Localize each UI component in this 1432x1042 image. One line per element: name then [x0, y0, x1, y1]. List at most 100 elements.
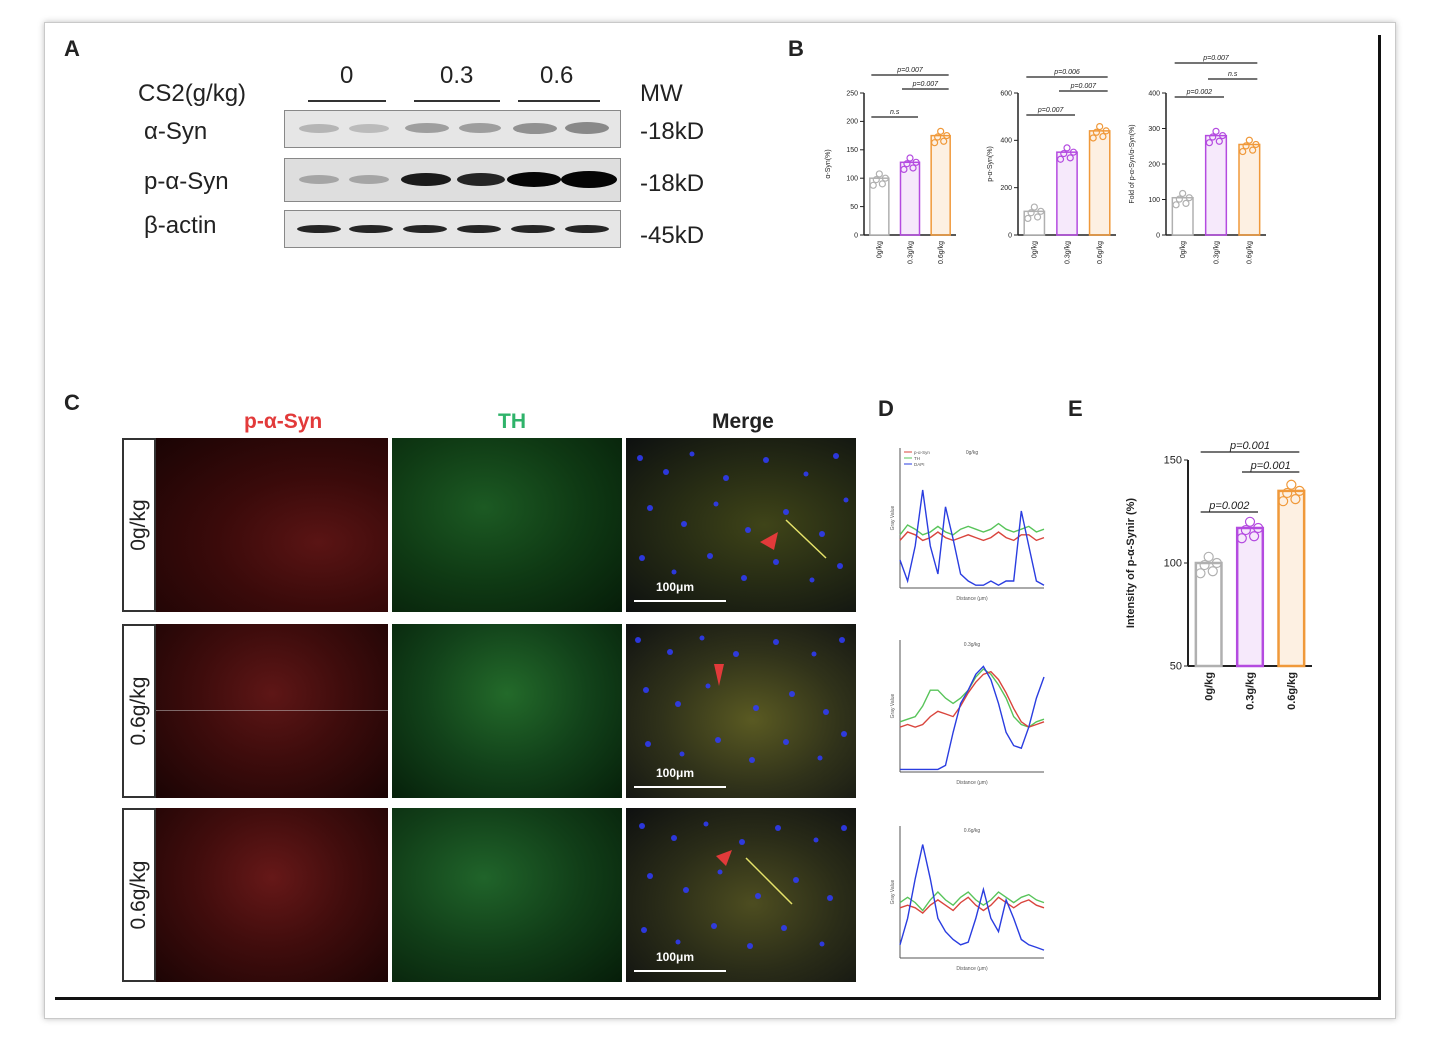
- comparison-label: p=0.002: [1186, 89, 1213, 96]
- data-point: [1066, 154, 1074, 162]
- dose-0: 0: [340, 62, 354, 89]
- y-tick-label: 0: [1008, 232, 1012, 239]
- y-tick-label: 100: [846, 176, 858, 183]
- y-tick-label: 0: [854, 232, 858, 239]
- row-label-1: 0g/kg: [122, 438, 156, 612]
- panel-b-a-syn-chart: 0 50 100 150 200 250 α-Syn(%) 0g/kg 0.3g/kg 0.6g/…: [825, 67, 956, 264]
- dose-06: 0.6: [540, 62, 574, 89]
- data-point: [1245, 136, 1253, 144]
- y-tick-label: 200: [1000, 185, 1012, 192]
- data-point: [900, 165, 908, 173]
- data-point: [1205, 139, 1213, 147]
- blot-label-b-actin: β-actin: [144, 212, 217, 239]
- x-axis-label: Distance (μm): [956, 966, 988, 972]
- bar-0.6g/kg: [1238, 143, 1261, 236]
- bar-0.6g/kg: [1088, 130, 1111, 236]
- micrograph-green-06g: [392, 808, 622, 982]
- blot-strip-b-actin: [284, 210, 621, 248]
- bar-0.3g/kg: [1235, 526, 1265, 668]
- comparison-label: n.s: [1228, 71, 1238, 78]
- profile-line-red: [899, 670, 1045, 728]
- data-point: [1242, 142, 1250, 150]
- panel-label-a: A: [64, 36, 80, 61]
- mw-a-syn: -18kD: [640, 118, 705, 145]
- data-point: [1215, 137, 1223, 145]
- profile-line-green: [899, 668, 1045, 728]
- profile-line-blue: [900, 665, 1045, 771]
- mw-b-actin: -45kD: [640, 222, 705, 249]
- comparison-label: p=0.007: [1070, 83, 1098, 90]
- blot-label-p-a-syn: p-α-Syn: [144, 168, 229, 195]
- bar-0.3g/kg: [1204, 134, 1228, 236]
- y-tick-label: 600: [1000, 90, 1012, 97]
- y-tick-label: 150: [846, 147, 858, 154]
- dose-03: 0.3: [440, 62, 474, 89]
- y-tick-label: 250: [846, 90, 858, 97]
- chart-title: 0.6g/kg: [964, 828, 981, 834]
- data-point: [1290, 494, 1301, 505]
- comparison-label: p=0.006: [1053, 69, 1080, 76]
- data-point: [1099, 132, 1107, 141]
- data-point: [912, 158, 920, 166]
- data-point: [1175, 195, 1183, 203]
- data-point: [869, 181, 877, 189]
- scale-bar-label: 100μm: [656, 580, 695, 594]
- data-point: [1249, 531, 1260, 542]
- panel-d-profile-06g: 0.6g/kg Distance (μm) Gray Value: [890, 826, 1045, 972]
- panel-label-c: C: [64, 390, 80, 415]
- bottom-border: [55, 997, 1381, 1000]
- data-point: [875, 170, 883, 178]
- dose-underline: [414, 100, 500, 102]
- x-tick-label: 0g/kg: [1032, 241, 1039, 258]
- scale-bar: [634, 600, 726, 602]
- data-point: [1195, 568, 1206, 579]
- legend-label: p-α-Syn: [914, 450, 930, 455]
- panel-label-b: B: [788, 36, 804, 61]
- x-tick-label: 0g/kg: [1203, 672, 1215, 701]
- y-axis-label: α-Syn(%): [825, 149, 832, 178]
- data-point: [1199, 559, 1210, 571]
- comparison-label: p=0.002: [1208, 500, 1249, 512]
- bar-0g/kg: [869, 177, 890, 236]
- micrograph-green-03g: [392, 624, 622, 798]
- data-point: [1102, 127, 1110, 135]
- data-point: [1207, 566, 1218, 577]
- y-axis-label: Gray Value: [890, 879, 896, 904]
- x-tick-label: 0.6g/kg: [1286, 672, 1298, 710]
- y-tick-label: 50: [1170, 661, 1182, 673]
- data-point: [1236, 533, 1247, 544]
- x-tick-label: 0g/kg: [877, 241, 884, 258]
- data-point: [1294, 485, 1305, 497]
- nuclei-overlay: [639, 821, 847, 949]
- blot-label-a-syn: α-Syn: [144, 118, 208, 145]
- legend-label: DAPI: [914, 462, 925, 467]
- channel-label-merge: Merge: [712, 410, 774, 433]
- mw-p-a-syn: -18kD: [640, 170, 705, 197]
- scale-bar-label: 100μm: [656, 950, 695, 964]
- scale-bar: [634, 970, 726, 972]
- blot-strip-a-syn: [284, 110, 621, 148]
- bar-0.3g/kg: [899, 161, 921, 236]
- x-tick-label: 0.3g/kg: [907, 241, 914, 264]
- x-tick-label: 0.6g/kg: [1097, 241, 1104, 264]
- nuclei-overlay: [637, 451, 849, 583]
- y-tick-label: 400: [1148, 90, 1160, 97]
- data-point: [1212, 127, 1220, 135]
- data-point: [1240, 524, 1251, 536]
- data-point: [1249, 146, 1257, 154]
- comparison-label: p=0.007: [1037, 107, 1065, 114]
- data-point: [1203, 551, 1214, 562]
- profile-line-green: [899, 890, 1045, 912]
- data-point: [1211, 557, 1222, 569]
- data-point: [909, 164, 917, 172]
- profile-line-red: [899, 896, 1045, 915]
- x-tick-label: 0.6g/kg: [1247, 241, 1254, 264]
- data-point: [940, 137, 948, 145]
- comparison-label: n.s: [890, 109, 900, 116]
- comparison-label: p=0.001: [1229, 440, 1270, 452]
- data-point: [934, 133, 942, 141]
- panel-d-profile-0g: 0g/kg Distance (μm) Gray Value p-α-SynTHDAP…: [890, 448, 1045, 602]
- data-point: [1182, 199, 1190, 208]
- data-point: [1069, 148, 1078, 156]
- panel-label-e: E: [1068, 396, 1083, 421]
